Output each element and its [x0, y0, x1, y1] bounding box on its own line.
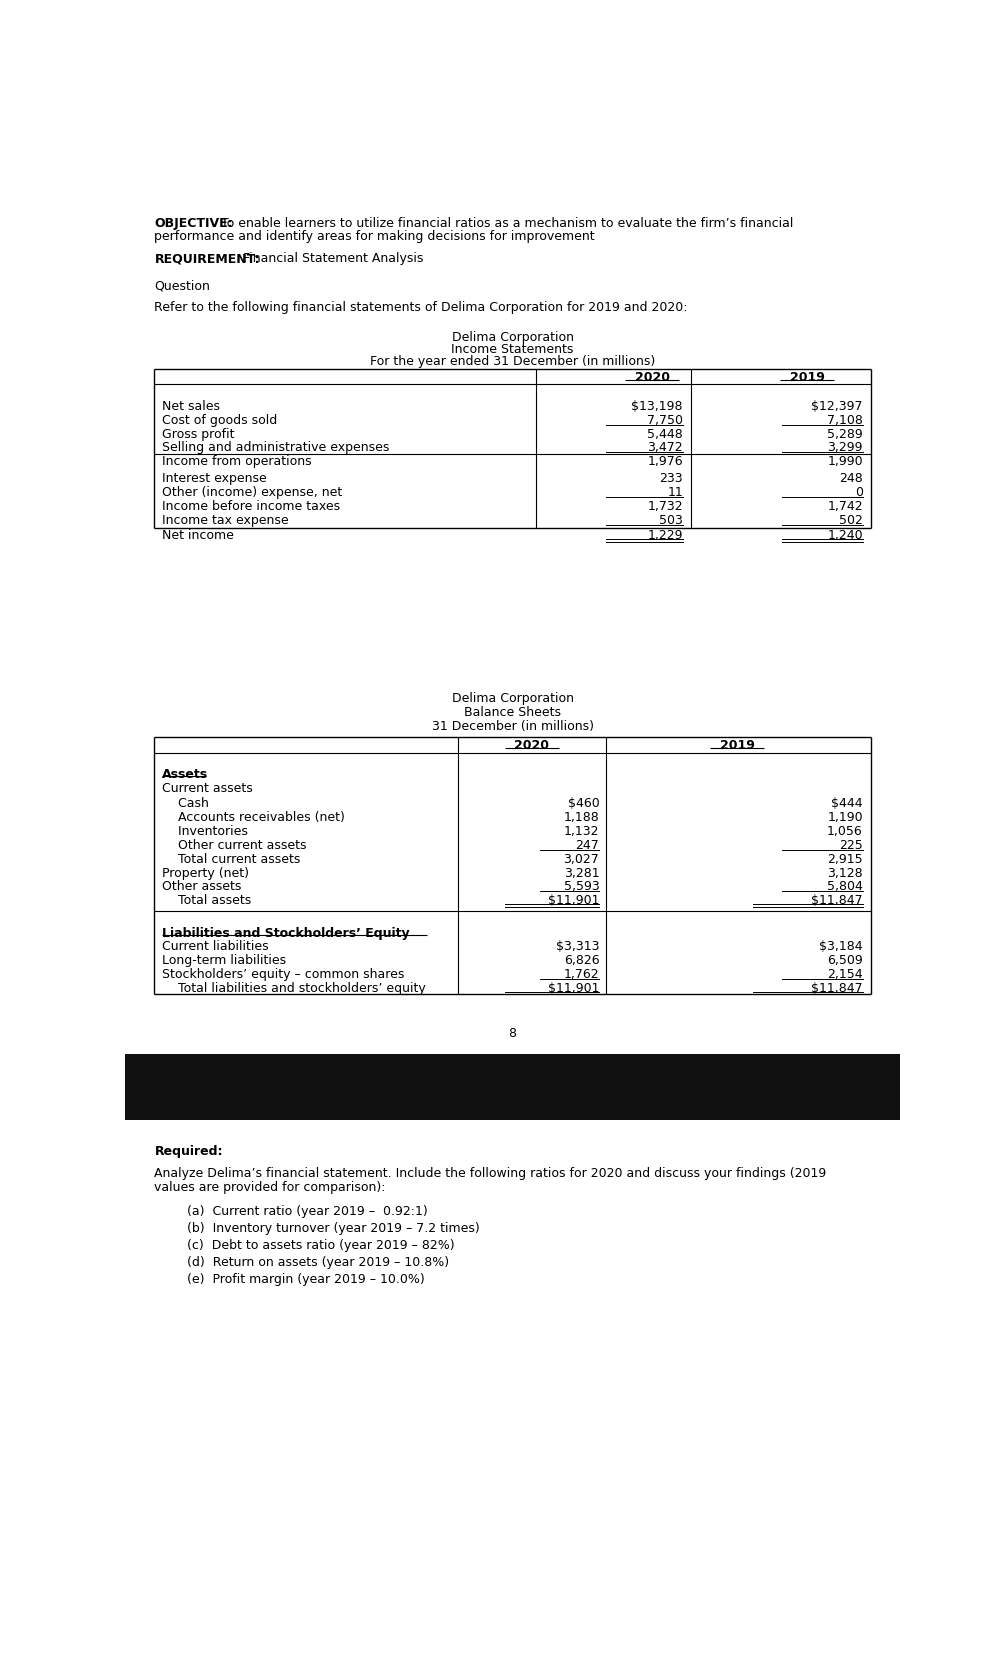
Text: performance and identify areas for making decisions for improvement: performance and identify areas for makin…	[154, 231, 595, 243]
Text: Long-term liabilities: Long-term liabilities	[162, 953, 286, 967]
Text: To enable learners to utilize financial ratios as a mechanism to evaluate the fi: To enable learners to utilize financial …	[213, 216, 794, 230]
Text: 3,281: 3,281	[564, 867, 599, 880]
Text: Income tax expense: Income tax expense	[162, 514, 289, 527]
Text: Stockholders’ equity – common shares: Stockholders’ equity – common shares	[162, 968, 405, 982]
Text: $11,901: $11,901	[548, 894, 599, 907]
Text: 503: 503	[659, 514, 683, 527]
Text: Current liabilities: Current liabilities	[162, 940, 269, 953]
Text: $12,397: $12,397	[811, 399, 863, 413]
Text: Assets: Assets	[162, 769, 208, 780]
Text: (e)  Profit margin (year 2019 – 10.0%): (e) Profit margin (year 2019 – 10.0%)	[187, 1273, 425, 1286]
Text: $3,313: $3,313	[556, 940, 599, 953]
Text: 1,732: 1,732	[647, 499, 683, 513]
Text: Inventories: Inventories	[170, 825, 248, 839]
Text: 5,448: 5,448	[647, 428, 683, 441]
Text: 11: 11	[667, 486, 683, 499]
Text: 225: 225	[839, 839, 863, 852]
Text: (c)  Debt to assets ratio (year 2019 – 82%): (c) Debt to assets ratio (year 2019 – 82…	[187, 1240, 455, 1253]
Text: Income from operations: Income from operations	[162, 456, 312, 468]
Text: REQUIREMENT:: REQUIREMENT:	[154, 251, 260, 265]
Text: Financial Statement Analysis: Financial Statement Analysis	[235, 251, 423, 265]
Text: 3,472: 3,472	[647, 441, 683, 454]
Text: 1,742: 1,742	[827, 499, 863, 513]
Text: 248: 248	[839, 473, 863, 486]
Text: 1,976: 1,976	[647, 456, 683, 468]
Text: Income Statements: Income Statements	[451, 343, 574, 356]
Text: values are provided for comparison):: values are provided for comparison):	[154, 1181, 386, 1193]
Text: $11,847: $11,847	[811, 894, 863, 907]
Text: Total liabilities and stockholders’ equity: Total liabilities and stockholders’ equi…	[170, 982, 426, 995]
Text: For the year ended 31 December (in millions): For the year ended 31 December (in milli…	[370, 354, 655, 368]
Text: 1,132: 1,132	[564, 825, 599, 839]
Text: (d)  Return on assets (year 2019 – 10.8%): (d) Return on assets (year 2019 – 10.8%)	[187, 1256, 449, 1270]
Text: 1,190: 1,190	[827, 810, 863, 824]
Text: 1,229: 1,229	[648, 529, 683, 542]
Text: Income before income taxes: Income before income taxes	[162, 499, 340, 513]
Text: 2019: 2019	[790, 371, 824, 384]
Text: 1,762: 1,762	[564, 968, 599, 982]
Text: $3,184: $3,184	[819, 940, 863, 953]
Text: Cost of goods sold: Cost of goods sold	[162, 414, 277, 426]
Text: Required:: Required:	[154, 1145, 223, 1158]
Text: Net income: Net income	[162, 529, 234, 542]
Text: 3,128: 3,128	[827, 867, 863, 880]
Text: Analyze Delima’s financial statement. Include the following ratios for 2020 and : Analyze Delima’s financial statement. In…	[154, 1166, 827, 1180]
Text: Property (net): Property (net)	[162, 867, 249, 880]
Text: Refer to the following financial statements of Delima Corporation for 2019 and 2: Refer to the following financial stateme…	[154, 301, 688, 314]
Text: Net sales: Net sales	[162, 399, 220, 413]
Text: 3,299: 3,299	[827, 441, 863, 454]
Text: Question: Question	[154, 280, 210, 293]
Text: 2,154: 2,154	[827, 968, 863, 982]
Text: OBJECTIVE:: OBJECTIVE:	[154, 216, 233, 230]
Text: 31 December (in millions): 31 December (in millions)	[432, 721, 594, 734]
Text: Delima Corporation: Delima Corporation	[452, 692, 574, 706]
Text: 1,240: 1,240	[827, 529, 863, 542]
Text: 6,826: 6,826	[564, 953, 599, 967]
Text: 1,990: 1,990	[827, 456, 863, 468]
Text: 1,188: 1,188	[564, 810, 599, 824]
Text: 2,915: 2,915	[827, 852, 863, 865]
Text: Balance Sheets: Balance Sheets	[464, 706, 561, 719]
Text: Accounts receivables (net): Accounts receivables (net)	[170, 810, 345, 824]
Text: 502: 502	[839, 514, 863, 527]
Text: Other assets: Other assets	[162, 880, 242, 894]
Text: 5,289: 5,289	[827, 428, 863, 441]
Text: Interest expense: Interest expense	[162, 473, 267, 486]
Text: Liabilities and Stockholders’ Equity: Liabilities and Stockholders’ Equity	[162, 927, 410, 940]
Text: (b)  Inventory turnover (year 2019 – 7.2 times): (b) Inventory turnover (year 2019 – 7.2 …	[187, 1223, 480, 1235]
Text: Other (income) expense, net: Other (income) expense, net	[162, 486, 342, 499]
Bar	[125, 1055, 900, 1120]
Text: 5,804: 5,804	[827, 880, 863, 894]
Text: 2020: 2020	[514, 739, 549, 752]
Text: Other current assets: Other current assets	[170, 839, 306, 852]
Text: Selling and administrative expenses: Selling and administrative expenses	[162, 441, 390, 454]
Text: (a)  Current ratio (year 2019 –  0.92:1): (a) Current ratio (year 2019 – 0.92:1)	[187, 1205, 428, 1218]
Text: $13,198: $13,198	[632, 399, 683, 413]
Text: 2019: 2019	[720, 739, 755, 752]
Text: $444: $444	[831, 797, 863, 810]
Text: Total current assets: Total current assets	[170, 852, 300, 865]
Text: Total assets: Total assets	[170, 894, 251, 907]
Text: $460: $460	[568, 797, 599, 810]
Text: 7,108: 7,108	[827, 414, 863, 426]
Text: Cash: Cash	[170, 797, 209, 810]
Text: 1,056: 1,056	[827, 825, 863, 839]
Text: 5,593: 5,593	[564, 880, 599, 894]
Text: Gross profit: Gross profit	[162, 428, 235, 441]
Text: 6,509: 6,509	[827, 953, 863, 967]
Text: Current assets: Current assets	[162, 782, 253, 795]
Text: 0: 0	[855, 486, 863, 499]
Text: Delima Corporation: Delima Corporation	[452, 331, 574, 343]
Text: 2020: 2020	[635, 371, 670, 384]
Text: 247: 247	[576, 839, 599, 852]
Text: $11,901: $11,901	[548, 982, 599, 995]
Text: 3,027: 3,027	[564, 852, 599, 865]
Text: 7,750: 7,750	[647, 414, 683, 426]
Text: 233: 233	[659, 473, 683, 486]
Text: $11,847: $11,847	[811, 982, 863, 995]
Text: 8: 8	[509, 1027, 516, 1040]
